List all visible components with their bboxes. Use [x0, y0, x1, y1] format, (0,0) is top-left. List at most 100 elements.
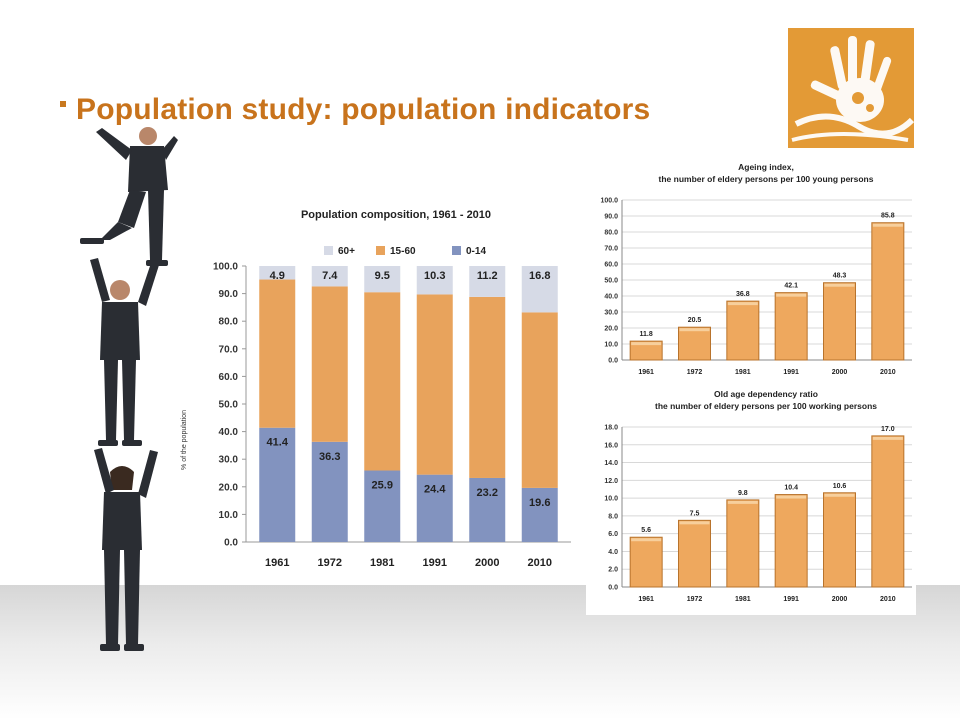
bar-segment-60 — [259, 266, 296, 280]
data-label: 7.4 — [322, 270, 338, 282]
bar-segment-60 — [364, 266, 401, 293]
y-tick-label: 50.0 — [604, 278, 618, 285]
bar-highlight — [631, 342, 662, 346]
data-label: 25.9 — [372, 480, 393, 492]
legend-swatch — [376, 246, 385, 255]
bar-segment-014 — [364, 470, 401, 542]
x-tick-label: 2010 — [880, 369, 896, 376]
bar-segment-1560 — [416, 294, 453, 475]
ageing-index-chart: Ageing index, the number of eldery perso… — [586, 158, 916, 390]
x-tick-label: 2010 — [880, 596, 896, 603]
x-tick-labels: 1961 1972 1981 1991 2000 2010 — [638, 596, 895, 603]
data-label: 36.3 — [319, 451, 340, 463]
x-tick-labels: 1961 1972 1981 1991 2000 2010 — [638, 369, 895, 376]
y-tick-labels: 0.0 2.0 4.0 6.0 8.0 10.0 12.0 14.0 16.0 18.0 — [604, 425, 618, 592]
data-label: 42.1 — [784, 283, 798, 290]
x-tick-label: 1972 — [687, 369, 703, 376]
bar-highlight — [824, 493, 855, 497]
y-tick-label: 70.0 — [219, 344, 239, 355]
chart-subtitle: the number of eldery persons per 100 you… — [659, 174, 874, 184]
people-stack-illustration — [80, 127, 178, 651]
chart-title: Ageing index, — [738, 162, 794, 172]
y-tick-label: 8.0 — [608, 513, 618, 520]
y-tick-label: 60.0 — [219, 372, 239, 383]
x-tick-label: 1972 — [318, 557, 342, 569]
bar-segment-014 — [521, 487, 558, 542]
data-label: 9.8 — [738, 490, 748, 497]
x-tick-label: 2000 — [475, 557, 499, 569]
gridlines — [621, 426, 912, 588]
data-label: 11.2 — [477, 270, 498, 282]
y-tick-label: 16.0 — [604, 442, 618, 449]
y-tick-label: 6.0 — [608, 531, 618, 538]
data-label: 20.5 — [688, 317, 702, 324]
bar-segment-60 — [416, 266, 453, 295]
data-labels: 5.6 7.5 9.8 10.4 10.6 17.0 — [641, 426, 894, 534]
y-tick-label: 10.0 — [604, 496, 618, 503]
chart-bars: 41.4 4.9 36.3 7.4 25.9 9.5 24.4 10.3 23.2 11.2 19.… — [259, 266, 558, 542]
data-label: 7.5 — [690, 510, 700, 517]
legend-label: 0-14 — [466, 246, 486, 257]
bar-highlight — [824, 283, 855, 287]
bar-segment-60 — [311, 266, 348, 287]
x-tick-label: 1981 — [735, 596, 751, 603]
bar-segment-60 — [469, 266, 506, 297]
y-tick-label: 10.0 — [219, 510, 239, 521]
bar — [823, 492, 856, 588]
chart-subtitle: the number of eldery persons per 100 wor… — [655, 401, 877, 411]
chart-legend: 60+ 15-60 0-14 — [324, 246, 486, 257]
y-tick-label: 12.0 — [604, 478, 618, 485]
bar-highlight — [631, 538, 662, 542]
legend-label: 15-60 — [390, 246, 416, 257]
data-label: 17.0 — [881, 426, 895, 433]
bar-highlight — [776, 495, 807, 499]
x-tick-label: 1991 — [783, 369, 799, 376]
y-tick-label: 100.0 — [600, 198, 618, 205]
data-label: 48.3 — [833, 273, 847, 280]
bar-highlight — [776, 293, 807, 297]
bar — [678, 519, 711, 588]
bar — [774, 494, 808, 588]
data-label: 85.8 — [881, 213, 895, 220]
chart-title: Old age dependency ratio — [714, 389, 818, 399]
gridlines — [621, 199, 912, 361]
y-tick-label: 60.0 — [604, 262, 618, 269]
y-tick-label: 0.0 — [608, 358, 618, 365]
y-tick-label: 40.0 — [219, 427, 239, 438]
data-label: 10.4 — [784, 485, 798, 492]
bar-highlight — [872, 223, 903, 227]
y-tick-label: 80.0 — [604, 230, 618, 237]
legend-swatch — [452, 246, 461, 255]
legend-swatch — [324, 246, 333, 255]
data-label: 10.3 — [424, 270, 445, 282]
bar-segment-014 — [259, 427, 296, 542]
y-tick-label: 80.0 — [219, 317, 239, 328]
data-label: 19.6 — [529, 497, 550, 509]
y-tick-label: 90.0 — [604, 214, 618, 221]
x-tick-label: 1961 — [638, 369, 654, 376]
population-composition-chart: Population composition, 1961 - 2010 % of… — [176, 190, 581, 585]
x-tick-label: 1972 — [687, 596, 703, 603]
y-tick-label: 50.0 — [219, 400, 239, 411]
bar-segment-1560 — [364, 292, 401, 471]
y-tick-labels: 0.0 10.0 20.0 30.0 40.0 50.0 60.0 70.0 80.0 90.0 1… — [600, 198, 618, 365]
bar — [629, 340, 663, 361]
data-label: 10.6 — [833, 483, 847, 490]
data-label: 41.4 — [267, 437, 289, 449]
bar-segment-1560 — [311, 286, 348, 442]
data-labels: 11.8 20.5 36.8 42.1 48.3 85.8 — [640, 213, 895, 338]
chart-bars — [629, 222, 905, 361]
y-tick-label: 4.0 — [608, 549, 618, 556]
y-axis-label: % of the population — [181, 410, 188, 470]
y-tick-label: 0.0 — [608, 585, 618, 592]
y-tick-label: 30.0 — [219, 455, 239, 466]
y-tick-label: 2.0 — [608, 567, 618, 574]
data-label: 11.8 — [640, 331, 653, 338]
bar-segment-1560 — [259, 279, 296, 428]
bar — [774, 292, 808, 361]
bar — [678, 326, 711, 361]
bar-segment-1560 — [469, 296, 506, 478]
bar-segment-014 — [416, 474, 453, 542]
x-tick-label: 2010 — [528, 557, 552, 569]
bar-highlight — [872, 436, 903, 440]
